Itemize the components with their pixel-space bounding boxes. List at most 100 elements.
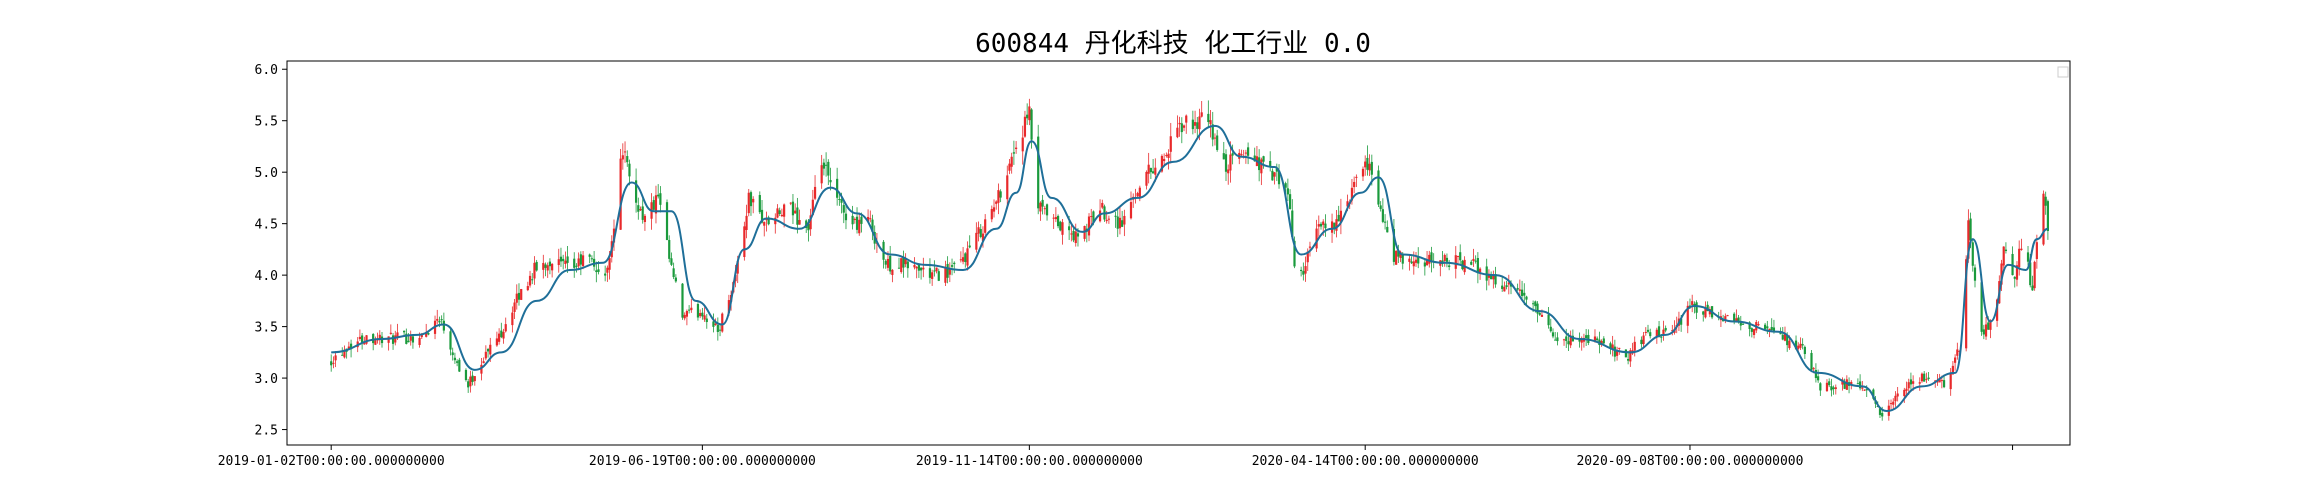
candle-body (1244, 152, 1247, 154)
candle-body (1518, 289, 1521, 291)
candle-body (703, 315, 706, 320)
candle-body (714, 323, 717, 325)
candle-body (1030, 109, 1033, 140)
candle-body (1182, 125, 1186, 128)
candle-body (575, 265, 578, 267)
candle-body (1273, 172, 1276, 177)
candle-body (1814, 370, 1818, 379)
candle-body (1534, 301, 1537, 307)
candle-body (933, 270, 936, 272)
candle-body (1878, 408, 1882, 415)
candle-body (1640, 339, 1643, 345)
candle-body (1288, 194, 1292, 210)
candle-body (597, 269, 600, 272)
candle-body (2026, 252, 2030, 262)
candle-body (2018, 248, 2021, 268)
candle-body (1764, 324, 1767, 330)
candle-body (1925, 378, 1928, 380)
candle-body (1889, 403, 1893, 405)
candle-body (1090, 216, 1093, 218)
candle-body (1293, 240, 1296, 267)
candle-body (1779, 332, 1782, 335)
candle-body (1381, 209, 1384, 222)
candle-body (1350, 187, 1354, 201)
candle-body (562, 258, 565, 262)
candle-body (2002, 246, 2005, 266)
candle-body (944, 267, 947, 283)
candle-body (1532, 303, 1535, 305)
candle-body (1615, 350, 1619, 356)
candle-body (469, 376, 472, 387)
y-tick-label: 4.5 (255, 218, 278, 233)
candle-body (654, 195, 658, 214)
candle-body (688, 309, 691, 311)
candle-body (920, 267, 923, 271)
candle-body (915, 266, 918, 269)
candle-body (1330, 221, 1334, 233)
candle-body (968, 245, 971, 248)
candle-body (1772, 327, 1776, 333)
candle-body (595, 270, 598, 273)
candle-body (482, 361, 485, 364)
candle-body (670, 258, 673, 265)
candle-body (1061, 222, 1064, 235)
candle-body (1200, 112, 1203, 117)
candle-body (1492, 275, 1495, 280)
candle-body (581, 255, 585, 267)
candle-body (1399, 251, 1402, 259)
candle-body (1569, 335, 1572, 346)
candle-body (639, 208, 642, 211)
candle-body (1540, 314, 1544, 317)
candle-body (1516, 287, 1519, 290)
candle-body (1832, 387, 1835, 390)
candle-body (657, 194, 660, 197)
candle-body (1629, 350, 1632, 362)
candle-body (1907, 382, 1910, 389)
candle-body (997, 190, 1000, 203)
candle-body (1942, 380, 1946, 388)
candle-body (913, 264, 916, 268)
candle-body (1938, 379, 1941, 383)
candle-body (1971, 242, 1974, 266)
candle-body (2031, 285, 2034, 291)
candle-body (1693, 303, 1696, 307)
candle-body (981, 233, 985, 242)
candle-body (1026, 114, 1029, 119)
candle-body (1627, 359, 1630, 361)
candle-body (1412, 261, 1415, 267)
candle-body (1918, 382, 1921, 384)
candle-body (1302, 271, 1305, 275)
candle-body (438, 320, 441, 323)
candle-body (427, 333, 430, 335)
candle-body (871, 219, 874, 232)
candle-body (546, 265, 549, 271)
candle-body (1646, 329, 1650, 332)
candle-body (2000, 263, 2003, 285)
candle-body (1954, 357, 1957, 363)
candle-body (900, 258, 903, 273)
candle-body (1165, 155, 1168, 157)
candle-body (672, 268, 675, 278)
candle-body (813, 186, 817, 199)
candle-body (608, 258, 611, 270)
candle-body (1151, 171, 1155, 174)
candle-body (1211, 124, 1214, 140)
candle-body (1423, 262, 1426, 267)
candle-body (959, 259, 962, 261)
candle-body (1987, 322, 1990, 330)
candle-body (652, 200, 655, 210)
x-tick-label: 2019-11-14T00:00:00.000000000 (916, 454, 1143, 469)
candle-body (1951, 365, 1955, 375)
candle-body (332, 362, 335, 364)
y-tick-label: 4.0 (255, 269, 278, 284)
candle-body (1859, 381, 1862, 389)
candle-body (1547, 314, 1550, 326)
candle-body (409, 336, 412, 341)
candle-body (716, 324, 719, 332)
candle-body (363, 343, 366, 345)
candle-body (1490, 274, 1493, 280)
candle-body (1178, 122, 1181, 125)
candle-body (683, 314, 686, 319)
candle-body (1240, 154, 1243, 156)
